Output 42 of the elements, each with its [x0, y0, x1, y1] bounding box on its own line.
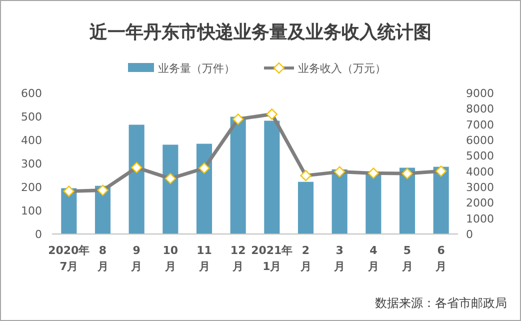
bar — [332, 169, 348, 234]
y-tick-label: 100 — [21, 204, 42, 218]
y2-tick-label: 9000 — [466, 87, 494, 100]
y2-tick-label: 5000 — [466, 150, 494, 163]
x-tick-label: 5月 — [400, 244, 413, 273]
y-tick-label: 200 — [21, 181, 42, 194]
bar — [298, 182, 314, 234]
bar — [196, 144, 212, 234]
y-tick-label: 500 — [21, 110, 42, 124]
x-tick-label: 8月 — [96, 244, 108, 273]
bar — [230, 116, 246, 234]
y-tick-label: 600 — [21, 87, 42, 100]
x-tick-label: 2月 — [299, 244, 312, 273]
y2-tick-label: 2000 — [466, 196, 494, 210]
x-tick-label: 6月 — [434, 244, 447, 273]
legend-label: 业务量（万件） — [158, 62, 235, 75]
y2-tick-label: 1000 — [466, 212, 494, 226]
bar — [264, 120, 280, 234]
source-note: 数据来源：各省市邮政局 — [375, 296, 507, 310]
x-tick-label: 10月 — [162, 244, 178, 273]
y2-tick-label: 8000 — [466, 102, 494, 116]
y-tick-label: 400 — [21, 134, 42, 147]
x-tick-label: 4月 — [366, 244, 379, 273]
x-tick-label: 11月 — [196, 244, 212, 273]
y-tick-label: 300 — [21, 158, 42, 170]
chart-title: 近一年丹东市快递业务量及业务收入统计图 — [88, 22, 432, 43]
bar — [399, 168, 416, 234]
legend-label: 业务收入（万元） — [298, 62, 386, 75]
x-tick-label: 2021年1月 — [251, 244, 293, 273]
x-tick-label: 3月 — [333, 244, 346, 273]
y2-tick-label: 4000 — [466, 165, 494, 178]
x-tick-label: 12月 — [230, 244, 246, 273]
bar — [162, 144, 178, 234]
bar — [128, 124, 144, 234]
y2-tick-label: 6000 — [466, 134, 494, 147]
y-tick-label: 0 — [35, 228, 42, 241]
y2-tick-label: 7000 — [466, 118, 494, 132]
y2-tick-label: 3000 — [466, 181, 494, 194]
x-tick-label: 9月 — [130, 244, 142, 273]
y2-tick-label: 0 — [466, 228, 473, 241]
x-tick-label: 2020年7月 — [48, 244, 90, 273]
bar — [433, 166, 449, 234]
